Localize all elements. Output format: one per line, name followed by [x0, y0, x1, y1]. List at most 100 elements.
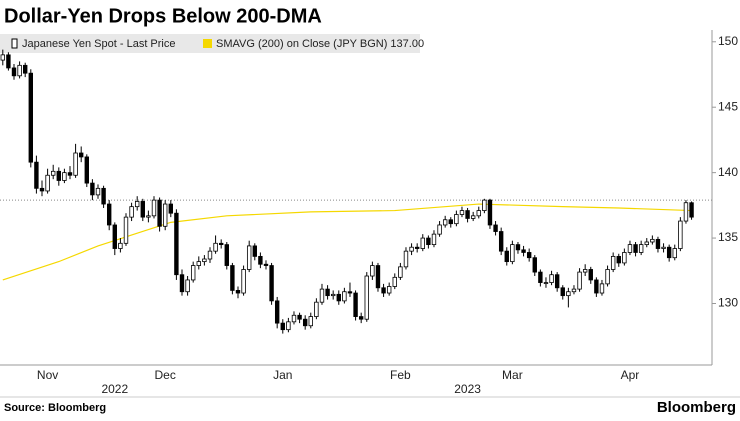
candle-body — [683, 202, 689, 222]
candle-body — [515, 244, 521, 251]
candle-body — [476, 210, 481, 217]
candle-body — [11, 67, 17, 77]
candle-body — [358, 316, 364, 320]
candle-body — [140, 201, 145, 218]
candle-body — [554, 274, 560, 289]
candle-body — [314, 301, 319, 317]
y-tick-label: 145 — [718, 99, 738, 113]
candle-body — [633, 244, 638, 253]
candle-body — [454, 214, 459, 225]
candle-body — [90, 182, 95, 196]
candle-body — [504, 250, 509, 263]
candle-body — [174, 212, 179, 276]
candle-body — [297, 314, 302, 320]
candle-body — [118, 242, 123, 249]
candle-body — [482, 199, 487, 211]
candle-body — [269, 265, 274, 302]
candle-body — [599, 283, 605, 294]
candle-body — [571, 288, 577, 293]
candle-body — [146, 215, 151, 218]
candle-body — [308, 316, 313, 327]
candle-body — [566, 291, 571, 297]
candle-body — [258, 255, 263, 265]
year-label: 2023 — [454, 382, 481, 396]
candle-body — [353, 292, 358, 317]
candle-body — [101, 187, 106, 205]
candle-body — [286, 321, 291, 331]
candle-body — [330, 293, 336, 297]
candle-body — [218, 242, 224, 246]
candle-body — [17, 64, 22, 77]
candle-body — [627, 244, 633, 253]
candle-body — [34, 161, 39, 189]
candle-body — [616, 255, 621, 264]
brand: Bloomberg — [657, 399, 736, 416]
candle-body — [246, 245, 252, 270]
candle-body — [207, 250, 213, 260]
candle-body — [498, 231, 504, 252]
candle-body — [241, 269, 246, 294]
candle-body — [45, 174, 50, 192]
candle-body — [526, 252, 532, 259]
y-tick-label: 140 — [718, 165, 738, 179]
candle-body — [605, 269, 610, 285]
candle-body — [414, 246, 420, 249]
candle-body — [224, 244, 229, 266]
candle-body — [190, 265, 196, 281]
candle-body — [644, 241, 649, 246]
candle-body — [213, 242, 218, 252]
candle-body — [442, 219, 448, 226]
candle-body — [95, 187, 101, 196]
candle-body — [185, 279, 190, 293]
candle-body — [493, 224, 498, 232]
candle-body — [622, 252, 627, 264]
x-tick-label: Feb — [390, 368, 411, 382]
candle-body — [39, 187, 45, 192]
candle-body — [202, 258, 207, 263]
candle-body — [67, 172, 73, 176]
candle-body — [381, 287, 386, 294]
candle-body — [84, 156, 89, 184]
candle-body — [162, 203, 168, 227]
candle-body — [437, 224, 442, 235]
candle-body — [252, 245, 257, 257]
y-tick-label: 150 — [718, 34, 738, 48]
candle-body — [582, 269, 588, 273]
candle-body — [465, 210, 470, 219]
x-tick-label: Mar — [502, 368, 523, 382]
candle-body — [510, 244, 515, 263]
candle-body — [689, 202, 694, 218]
candle-body — [50, 170, 56, 176]
candle-body — [403, 250, 409, 268]
candle-body — [678, 220, 683, 249]
x-tick-label: Dec — [155, 368, 176, 382]
candle-body — [655, 238, 661, 249]
candle-body — [409, 246, 414, 252]
candle-body — [22, 64, 28, 74]
x-tick-label: Nov — [37, 368, 58, 382]
candle-body — [123, 216, 129, 244]
candle-body — [386, 286, 392, 294]
candle-body — [157, 199, 162, 227]
y-tick-label: 135 — [718, 230, 738, 244]
candle-body — [521, 249, 526, 253]
candle-body — [577, 271, 582, 290]
legend-label: Japanese Yen Spot - Last Price — [22, 38, 176, 50]
candle-body — [28, 72, 33, 163]
candle-body — [274, 300, 280, 324]
candle-body — [235, 290, 241, 294]
candle-body — [426, 237, 431, 246]
candle-body — [549, 274, 554, 283]
candle-body — [336, 293, 341, 302]
candle-body — [62, 172, 67, 181]
candle-body — [302, 318, 308, 327]
year-label: 2022 — [101, 382, 128, 396]
candle-body — [672, 248, 677, 259]
chart-title: Dollar-Yen Drops Below 200-DMA — [4, 5, 322, 27]
candle-body — [151, 199, 157, 217]
candle-body — [392, 276, 397, 287]
source: Source: Bloomberg — [4, 402, 106, 414]
candle-body — [0, 54, 5, 61]
candle-body — [6, 54, 11, 69]
